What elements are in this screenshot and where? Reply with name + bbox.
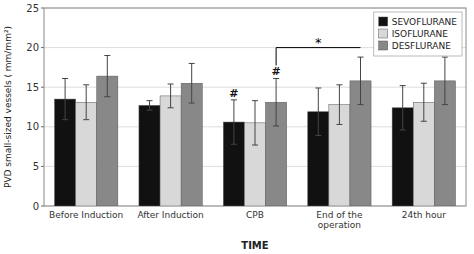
legend-label: DESFLURANE [392,41,451,51]
error-cap [400,129,406,130]
error-line [318,88,319,136]
error-line [233,100,234,144]
error-cap [358,57,364,58]
bar [160,96,181,206]
error-bar [400,86,406,130]
x-tick-label: 24th hour [402,210,446,220]
x-tick-label-line: operation [318,220,361,230]
y-tick-label: 5 [33,161,39,172]
error-line [107,56,108,97]
y-tick-label: 0 [33,201,39,212]
error-line [339,85,340,125]
error-bar [336,85,342,125]
error-bar [104,56,110,97]
y-tick-label: 25 [26,3,39,14]
error-cap [252,145,258,146]
error-cap [62,78,68,79]
error-cap [168,84,174,85]
annotation: # [271,65,280,78]
x-tick-label-line: CPB [246,210,264,220]
error-line [423,83,424,121]
x-tick-label-line: After Induction [137,210,203,220]
error-cap [83,84,89,85]
plot-frame [44,8,466,206]
error-cap [147,100,153,101]
annotation: * [315,35,322,50]
x-axis: Before Induction After Induction CPB End of… [49,210,446,230]
x-tick-label: End of theoperation [316,210,363,230]
error-cap [104,96,110,97]
error-line [444,57,445,105]
error-line [149,101,150,111]
error-bar [83,85,89,120]
error-line [65,78,66,119]
error-cap [336,124,342,125]
x-tick-label-line: End of the [316,210,363,220]
error-line [255,101,256,145]
error-bar [189,63,195,103]
chart: 0 5 10 15 20 25 Before Induction After Inductio… [0,0,474,254]
legend-swatch [379,29,388,38]
error-cap [252,100,258,101]
significance-bracket [276,48,360,66]
y-axis: 0 5 10 15 20 25 [26,3,466,212]
error-line [86,85,87,120]
bar [139,105,160,206]
error-bar [252,101,258,145]
error-line [360,57,361,105]
error-cap [83,119,89,120]
error-bar [168,84,174,108]
legend-swatch [379,17,388,26]
error-cap [315,135,321,136]
error-cap [273,126,279,127]
error-cap [315,87,321,88]
error-cap [147,110,153,111]
error-line [402,86,403,130]
error-cap [104,55,110,56]
error-line [170,84,171,108]
y-axis-label: PVD small-sized vessels ( mm/mm²) [3,26,13,188]
error-cap [442,57,448,58]
error-cap [358,104,364,105]
error-cap [421,121,427,122]
annotation: # [229,87,238,100]
legend-label: ISOFLURANE [392,29,449,39]
error-bar [147,101,153,111]
legend-box [374,12,462,56]
x-tick-label-line: 24th hour [402,210,446,220]
y-tick-label: 20 [26,42,39,53]
error-bar [442,57,448,105]
error-bar [62,78,68,119]
bars [55,56,456,206]
error-line [276,78,277,126]
x-tick-label: CPB [246,210,264,220]
legend: SEVOFLURANE ISOFLURANE DESFLURANE [374,12,462,56]
error-bar [358,57,364,105]
error-cap [189,103,195,104]
error-line [191,63,192,103]
annotations: # # * [229,35,360,100]
error-cap [168,107,174,108]
x-tick-label: Before Induction [49,210,123,220]
x-tick-label-line: Before Induction [49,210,123,220]
error-cap [231,144,237,145]
error-cap [336,84,342,85]
y-tick-label: 10 [26,121,39,132]
y-tick-label: 15 [26,82,39,93]
error-bar [231,100,237,144]
legend-label: SEVOFLURANE [392,17,458,27]
error-cap [62,119,68,120]
error-cap [442,104,448,105]
error-cap [400,85,406,86]
error-bar [421,83,427,121]
error-bar [315,88,321,136]
x-axis-label: TIME [241,240,268,251]
legend-swatch [379,41,388,50]
error-cap [189,63,195,64]
error-cap [421,83,427,84]
error-bar [273,78,279,126]
x-tick-label: After Induction [137,210,203,220]
